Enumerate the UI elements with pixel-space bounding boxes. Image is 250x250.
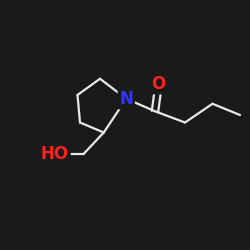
Text: O: O xyxy=(152,75,166,93)
Text: N: N xyxy=(119,90,133,108)
Text: HO: HO xyxy=(41,145,69,163)
